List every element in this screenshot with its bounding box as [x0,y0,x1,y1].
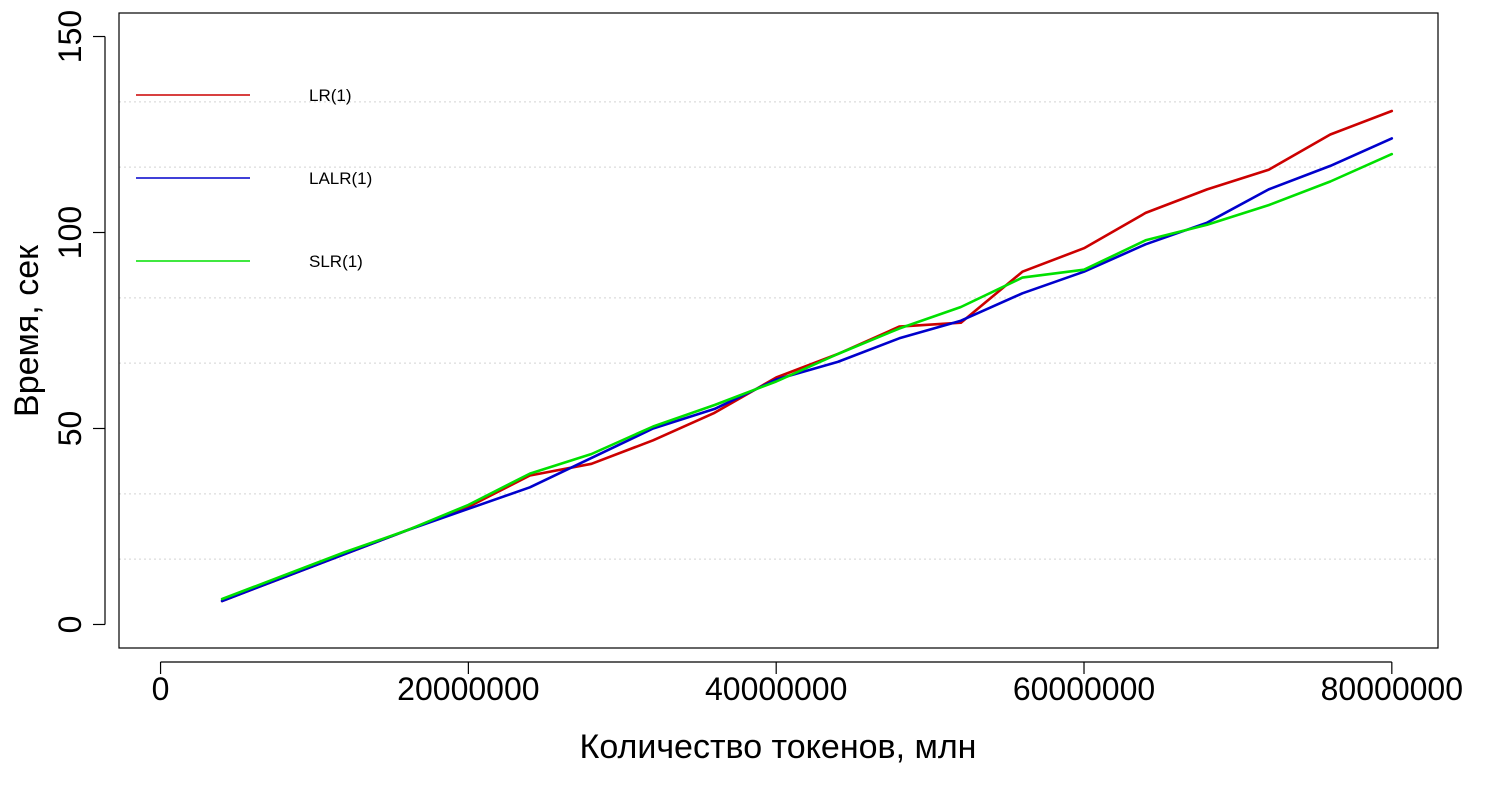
y-tick-label: 50 [52,411,88,447]
plot-frame [118,12,1439,649]
legend-label-lr-1: LR(1) [309,86,352,105]
y-tick-label: 150 [52,10,88,63]
legend: LR(1) LALR(1) SLR(1) [136,86,372,271]
legend-label-slr-1: SLR(1) [309,252,363,271]
x-tick-label: 0 [152,671,170,707]
x-tick-label: 60000000 [1013,671,1155,707]
x-axis: 0 20000000 40000000 60000000 80000000 [152,661,1463,707]
x-tick-label: 20000000 [397,671,539,707]
series-group [220,109,1394,603]
y-axis-label: Время, сек [8,244,46,417]
y-axis: 0 50 100 150 [52,10,106,634]
x-tick-label: 40000000 [705,671,847,707]
x-tick-label: 80000000 [1321,671,1463,707]
series-line-lalr-1 [220,137,1394,603]
series-line-lr-1 [220,109,1394,603]
y-tick-label: 0 [52,616,88,634]
y-tick-label: 100 [52,206,88,259]
series-line-slr-1 [220,152,1394,601]
legend-label-lalr-1: LALR(1) [309,169,372,188]
x-axis-label: Количество токенов, млн [580,728,977,766]
